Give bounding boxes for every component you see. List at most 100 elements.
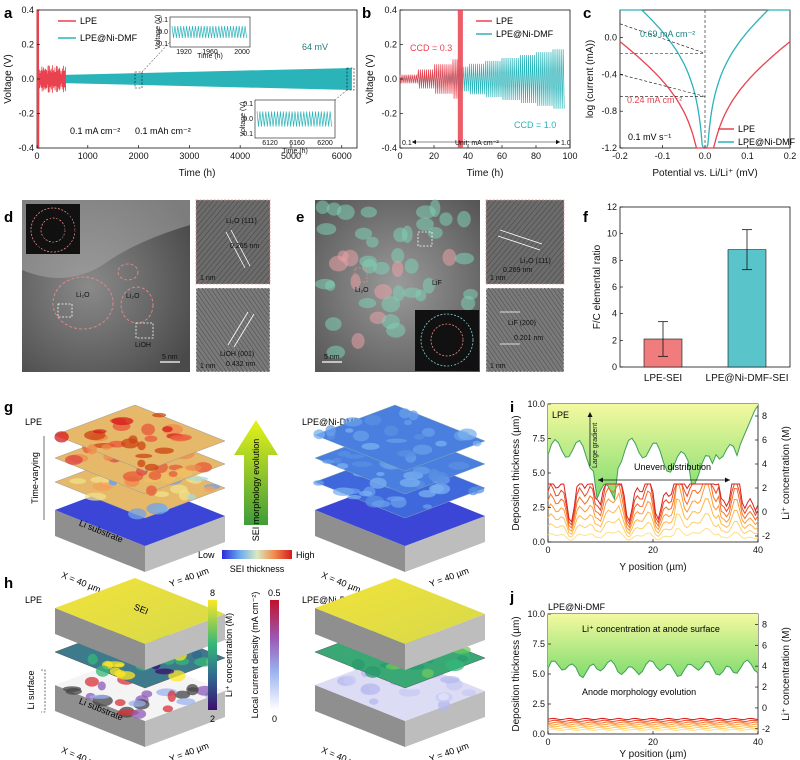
g-right-layer-0-blob-14 xyxy=(371,500,391,508)
tem-e-grain-3 xyxy=(439,212,453,226)
g-left-layer-2-blob-12 xyxy=(162,426,173,433)
tem-d-region-3 xyxy=(117,263,139,281)
pj-ticks-r-ytick-2: 4 xyxy=(762,661,767,671)
g-right-layer-2-blob-1 xyxy=(343,417,363,427)
c-xtick-3: 0.1 xyxy=(741,151,754,161)
sei-evolution-arrow xyxy=(234,420,278,525)
pi-ticks-r-ytick-4: 0 xyxy=(762,507,767,517)
panel-c-xlabel: Potential vs. Li/Li⁺ (mV) xyxy=(652,168,757,179)
h-left-substrate-blob-7 xyxy=(162,705,174,713)
h-right-substrate-blob-19 xyxy=(461,689,477,697)
panel-j-ylabel-left: Deposition thickness (µm) xyxy=(511,616,522,731)
tem-e-grain-24 xyxy=(422,277,435,294)
tem-e-grain-33 xyxy=(360,206,377,218)
current-density-colorbar xyxy=(270,600,279,710)
g-right-layer-2-blob-13 xyxy=(364,415,382,426)
pi-plot-deposition-4 xyxy=(547,482,759,529)
pi-plot-deposition-2 xyxy=(547,498,759,535)
pj-plot-deposition-4 xyxy=(547,721,759,724)
tem-e-grain-17 xyxy=(326,345,346,359)
tem-d-fft xyxy=(26,204,80,254)
pj-ticks-l-ytick-3: 2.5 xyxy=(532,699,545,709)
i-title: LPE xyxy=(552,410,569,420)
h-left-substrate-blob-27 xyxy=(128,700,146,707)
pi-plot-deposition-3 xyxy=(547,483,759,532)
g-cbar-high: High xyxy=(296,550,315,560)
tem-e-grain-4 xyxy=(402,287,422,298)
g-right-x-label: X = 40 µm xyxy=(320,570,362,595)
h-left-surface-blob-22 xyxy=(95,665,110,677)
tem-d-region-1 xyxy=(52,276,114,330)
pj-ticks-l-ytick-0: 10.0 xyxy=(527,609,545,619)
inset-1-xtick-1: 1960 xyxy=(202,49,218,56)
h-left-substrate-side xyxy=(145,691,225,747)
b-ytick-1: 0.2 xyxy=(384,40,397,50)
h-cbar2-min: 0 xyxy=(272,714,277,724)
ccd-unit: Unit: mA cm⁻² xyxy=(455,140,499,147)
legend-ni-a: LPE@Ni-DMF xyxy=(80,33,138,43)
panel-f-chart: LPE-SEI LPE@Ni-DMF-SEI 0 2 4 6 8 10 12 F/C elem… xyxy=(592,202,791,384)
f-ytick-3: 6 xyxy=(612,282,617,292)
g-right-layer-2-blob-21 xyxy=(397,450,416,457)
c-xtick-0: -0.2 xyxy=(612,151,628,161)
fft-d-scale: 2 nm⁻¹ xyxy=(28,245,50,252)
tem-e-label-2: LiF xyxy=(432,280,442,287)
pj-plot-deposition-3 xyxy=(547,723,759,726)
tem-e-fft-ring-outer xyxy=(420,313,474,367)
g-right-layer-1-blob-19 xyxy=(428,471,448,482)
tem-e-grain-44 xyxy=(362,259,377,274)
panel-label-g: g xyxy=(4,399,13,416)
g-left-layer-0-blob-23 xyxy=(170,484,188,494)
inset-2-xtick-0: 6120 xyxy=(262,140,278,147)
tem-e-fft xyxy=(415,310,479,371)
g-right-layer-2-blob-8 xyxy=(472,440,482,447)
tem-d-zoom-box-2 xyxy=(135,322,154,339)
h-left-substrate-blob-21 xyxy=(167,690,177,702)
h-right-x-label: X = 40 µm xyxy=(320,745,362,760)
g-right-layer-2-blob-20 xyxy=(353,430,370,442)
series-lpe-line-b xyxy=(399,59,459,99)
legend-lpe-b: LPE xyxy=(496,16,513,26)
b-ytick-0: 0.4 xyxy=(384,5,397,15)
i-uneven: Uneven distribution xyxy=(634,462,711,472)
inset-1-xlabel: Time (h) xyxy=(197,53,223,60)
f-ytick-0: 0 xyxy=(612,362,617,372)
zoom-e2-scale: 1 nm xyxy=(490,363,506,370)
tem-e-grain-43 xyxy=(391,260,404,278)
pj-ticks-l-ytick-2: 5.0 xyxy=(532,669,545,679)
h-right-substrate-blob-18 xyxy=(343,675,357,686)
tem-e-grain-36 xyxy=(415,205,436,219)
tem-d-zoom-2 xyxy=(195,287,271,373)
tem-e-zoom-box-1 xyxy=(354,267,368,283)
tem-e-grain-32 xyxy=(401,225,413,244)
pi-ticks-l-ytick-2: 5.0 xyxy=(532,468,545,478)
a-xtick-3: 3000 xyxy=(179,151,199,161)
pi-ticks-r-ytick-5: -2 xyxy=(762,531,770,541)
g-right-layer-1-blob-11 xyxy=(332,457,342,464)
panel-i-xlabel: Y position (µm) xyxy=(619,562,686,573)
g-right-layer-2-blob-11 xyxy=(325,425,336,437)
a-ytick-0: 0.4 xyxy=(21,5,34,15)
pi-ticks-l-ytick-3: 2.5 xyxy=(532,503,545,513)
h-right-sei-front xyxy=(315,608,405,670)
c-xtick-1: -0.1 xyxy=(655,151,671,161)
zoom-box-2 xyxy=(346,67,355,91)
a-xtick-6: 6000 xyxy=(332,151,352,161)
a-ytick-3: -0.2 xyxy=(18,109,34,119)
zoom-d1-scale: 1 nm xyxy=(200,275,216,282)
inset-1-xtick-2: 2000 xyxy=(234,49,250,56)
pi-ticks-r-ytick-1: 6 xyxy=(762,435,767,445)
tem-e-zoom-1 xyxy=(485,199,565,285)
g-right-layer-0-blob-18 xyxy=(386,496,406,502)
g-right-layer-2-blob-16 xyxy=(457,428,477,441)
tem-e-zoom-box-2 xyxy=(417,231,433,247)
series-ni-band-a xyxy=(37,67,352,91)
g-left-layer-2-blob-19 xyxy=(120,438,140,449)
zoom-d2-plane: LiOH (001) xyxy=(220,351,254,358)
tem-e-grain-8 xyxy=(427,226,443,239)
inset-2: Time (h) 6120 6160 6200 Voltage (V) 0.1 … xyxy=(240,99,336,155)
g-left-layer-0-blob-3 xyxy=(128,508,147,520)
g-left-layer-2-blob-8 xyxy=(144,435,158,442)
c-ytick-2: -0.8 xyxy=(601,106,617,116)
